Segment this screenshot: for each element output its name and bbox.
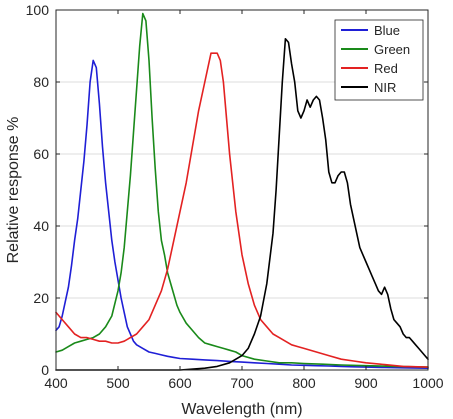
- y-tick-label: 100: [26, 2, 50, 18]
- legend-label-blue: Blue: [374, 23, 400, 38]
- legend: Blue Green Red NIR: [334, 19, 424, 101]
- x-tick-label: 800: [292, 375, 316, 391]
- series-group: [55, 12, 429, 371]
- y-tick-label: 80: [33, 74, 49, 90]
- series-green-line: [55, 12, 429, 368]
- legend-label-red: Red: [374, 61, 398, 76]
- x-tick-label: 900: [354, 375, 378, 391]
- y-tick-label: 40: [33, 218, 49, 234]
- series-red-line: [55, 52, 429, 368]
- x-tick-label: 700: [230, 375, 254, 391]
- legend-label-nir: NIR: [374, 80, 396, 95]
- grid: [56, 81, 428, 299]
- x-tick-label: 400: [44, 375, 68, 391]
- x-tick-label: 500: [106, 375, 130, 391]
- y-tick-label: 60: [33, 146, 49, 162]
- legend-label-green: Green: [374, 42, 410, 57]
- x-tick-label: 600: [168, 375, 192, 391]
- x-axis-label: Wavelength (nm): [181, 401, 302, 418]
- series-nir-line: [55, 38, 429, 371]
- tick-labels: 0 20 40 60 80 100 400 500 600 700 800 900 1000: [26, 2, 444, 391]
- y-tick-label: 0: [41, 362, 49, 378]
- y-tick-label: 20: [33, 290, 49, 306]
- series-blue-line: [55, 59, 429, 369]
- x-tick-label: 1000: [412, 375, 443, 391]
- y-axis-label: Relative response %: [5, 117, 22, 264]
- ticks: [55, 9, 429, 371]
